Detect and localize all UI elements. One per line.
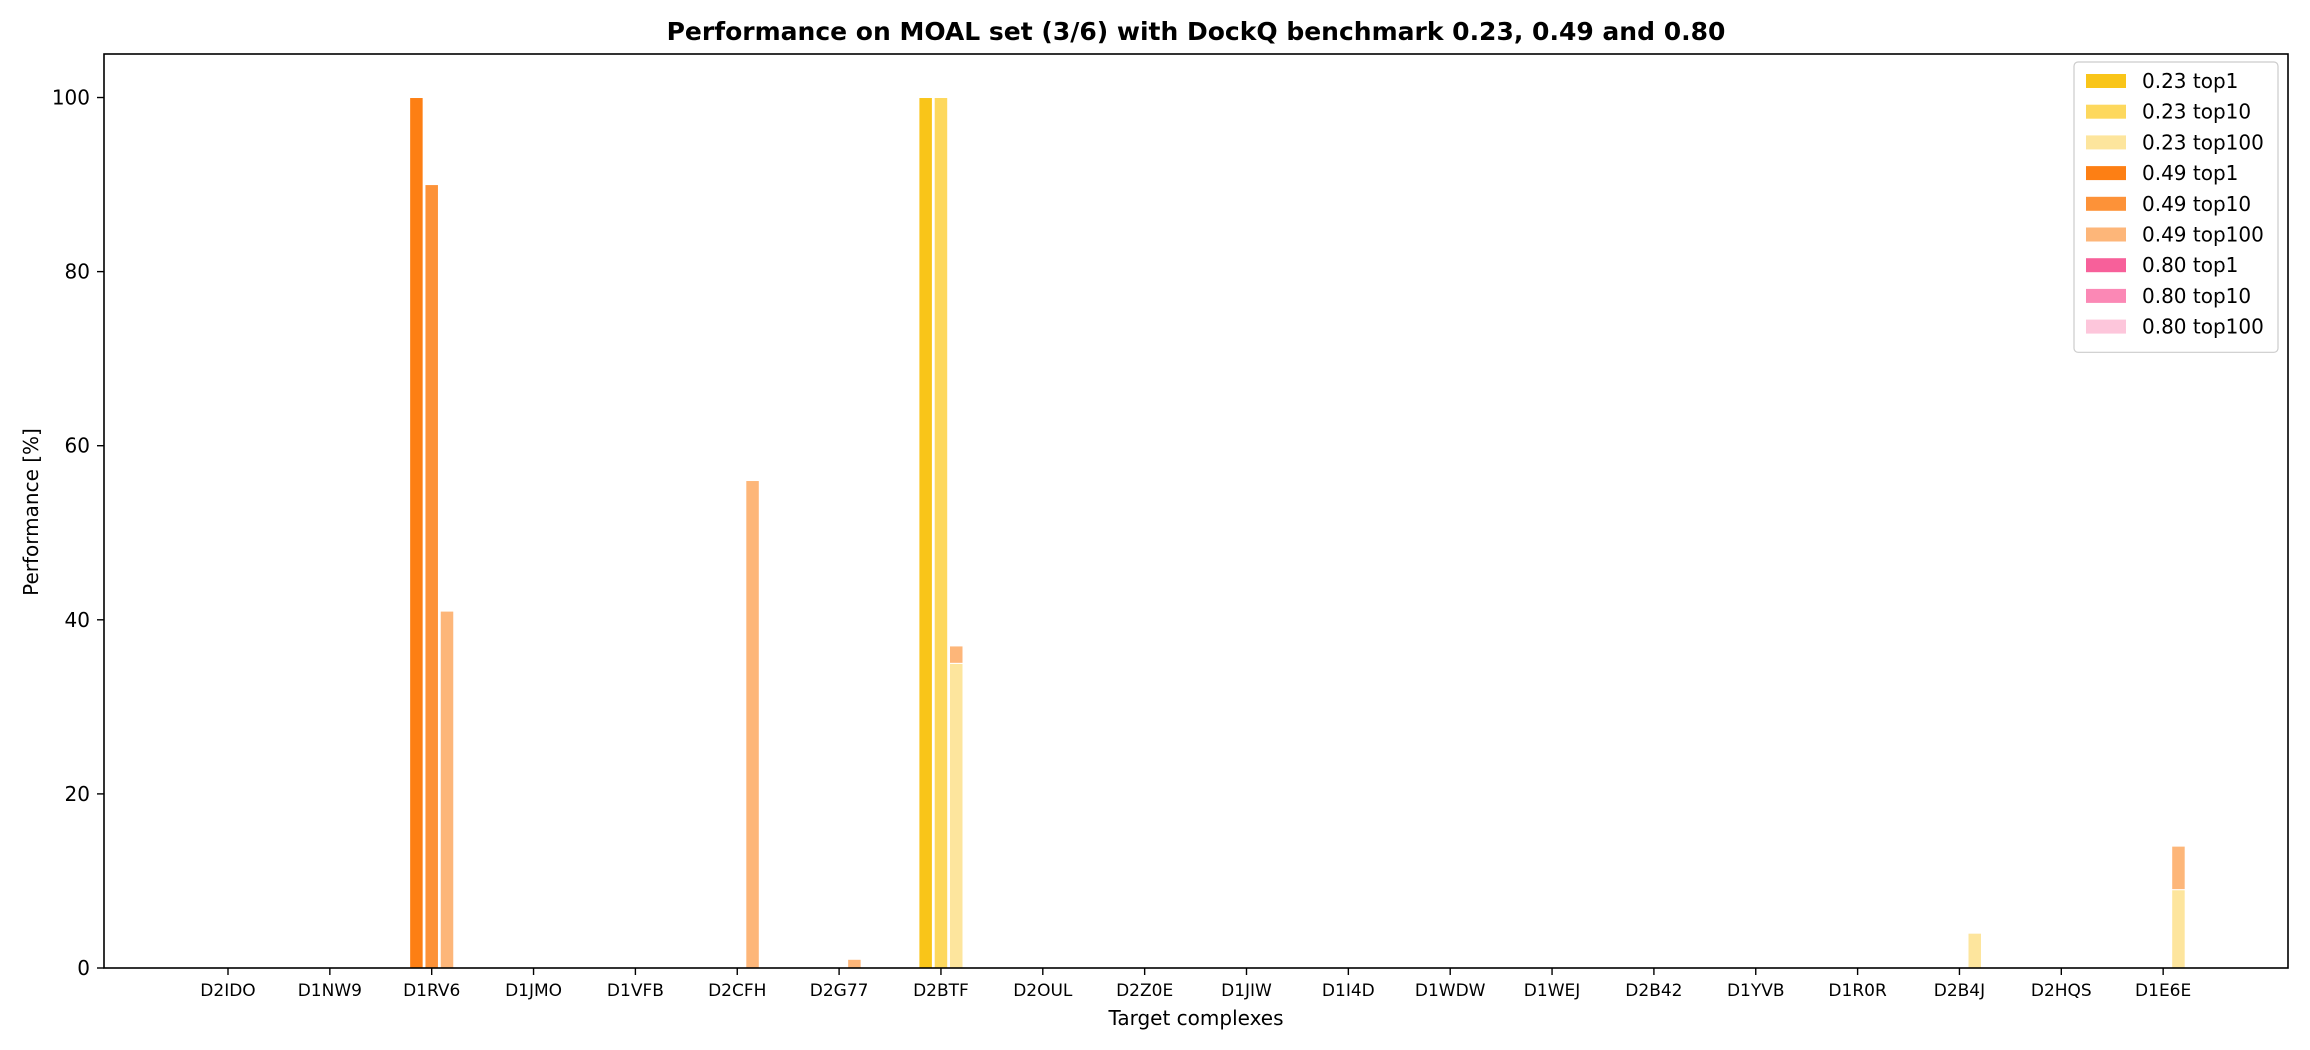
x-tick-label: D2OUL — [1013, 981, 1073, 1001]
x-tick-label: D2HQS — [2031, 981, 2092, 1001]
x-tick-label: D1NW9 — [298, 981, 362, 1001]
x-tick-label: D2B4J — [1934, 981, 1985, 1001]
legend-swatch — [2086, 104, 2126, 119]
x-tick-label: D1JMO — [505, 981, 562, 1001]
bar-d2btf-0-49-top100 — [949, 645, 964, 664]
x-tick-label: D1JIW — [1221, 981, 1272, 1001]
legend-box — [2073, 61, 2279, 353]
y-tick-label: 0 — [77, 956, 90, 980]
x-tick-label: D1WDW — [1415, 981, 1486, 1001]
bar-d1rv6-0-49-top10 — [424, 184, 439, 969]
bar-d2btf-0-23-top10 — [933, 97, 949, 969]
legend-swatch — [2086, 288, 2126, 303]
y-axis-label: Performance [%] — [19, 428, 43, 596]
y-tick-label: 60 — [65, 434, 90, 458]
legend-label: 0.23 top100 — [2142, 130, 2264, 154]
x-tick-label: D1RV6 — [403, 981, 460, 1001]
x-tick-label: D2G77 — [810, 981, 869, 1001]
bar-d1rv6-0-49-top1 — [409, 97, 424, 969]
x-tick-label: D2Z0E — [1116, 981, 1173, 1001]
legend-swatch — [2086, 258, 2126, 273]
legend-label: 0.80 top1 — [2142, 253, 2238, 277]
legend-swatch — [2086, 74, 2126, 88]
y-tick-label: 20 — [65, 782, 90, 806]
bar-d1e6e-0-23-top100 — [2171, 889, 2186, 969]
x-tick-label: D1I4D — [1322, 981, 1375, 1001]
legend-label: 0.80 top10 — [2142, 284, 2251, 308]
x-tick-label: D2BTF — [913, 981, 969, 1001]
legend-swatch — [2086, 319, 2126, 334]
bar-d2btf-0-23-top100 — [949, 662, 964, 969]
legend-label: 0.23 top1 — [2142, 69, 2238, 93]
plot-frame — [103, 53, 2289, 969]
y-tick-label: 80 — [65, 260, 90, 284]
y-tick-label: 100 — [52, 86, 90, 110]
x-tick-label: D1VFB — [607, 981, 664, 1001]
legend-label: 0.49 top100 — [2142, 223, 2264, 247]
bar-d2btf-0-23-top1 — [918, 97, 933, 969]
bars-layer — [409, 97, 2186, 969]
bar-d2g77-0-49-top100 — [847, 958, 862, 969]
legend-label: 0.23 top10 — [2142, 100, 2251, 124]
axes-layer: 0 20 40 60 80 100 D2IDO D1NW9 D1RV6 D1JMO D1VFB D2C… — [52, 53, 2289, 1001]
x-axis-label: Target complexes — [1107, 1006, 1283, 1030]
y-tick-label: 40 — [65, 608, 90, 632]
legend-swatch — [2086, 166, 2126, 181]
x-tick-label: D1E6E — [2135, 981, 2191, 1001]
bar-d2cfh-0-49-top100 — [745, 480, 760, 969]
legend-label: 0.49 top1 — [2142, 161, 2238, 185]
bar-d1rv6-0-49-top100 — [439, 610, 455, 969]
x-tick-label: D2IDO — [200, 981, 255, 1001]
bar-d1e6e-0-49-top100 — [2171, 845, 2186, 891]
legend-swatch — [2086, 227, 2126, 242]
legend-swatch — [2086, 135, 2126, 150]
legend-label: 0.80 top100 — [2142, 315, 2264, 339]
chart-title: Performance on MOAL set (3/6) with DockQ… — [667, 17, 1726, 46]
legend-label: 0.49 top10 — [2142, 192, 2251, 216]
x-tick-label: D2CFH — [708, 981, 766, 1001]
bar-d2b4j-0-23-top100 — [1967, 932, 1982, 969]
legend-swatch — [2086, 196, 2126, 211]
x-tick-label: D2B42 — [1625, 981, 1682, 1001]
x-tick-label: D1R0R — [1828, 981, 1887, 1001]
x-tick-label: D1YVB — [1727, 981, 1785, 1001]
x-tick-label: D1WEJ — [1524, 981, 1580, 1001]
